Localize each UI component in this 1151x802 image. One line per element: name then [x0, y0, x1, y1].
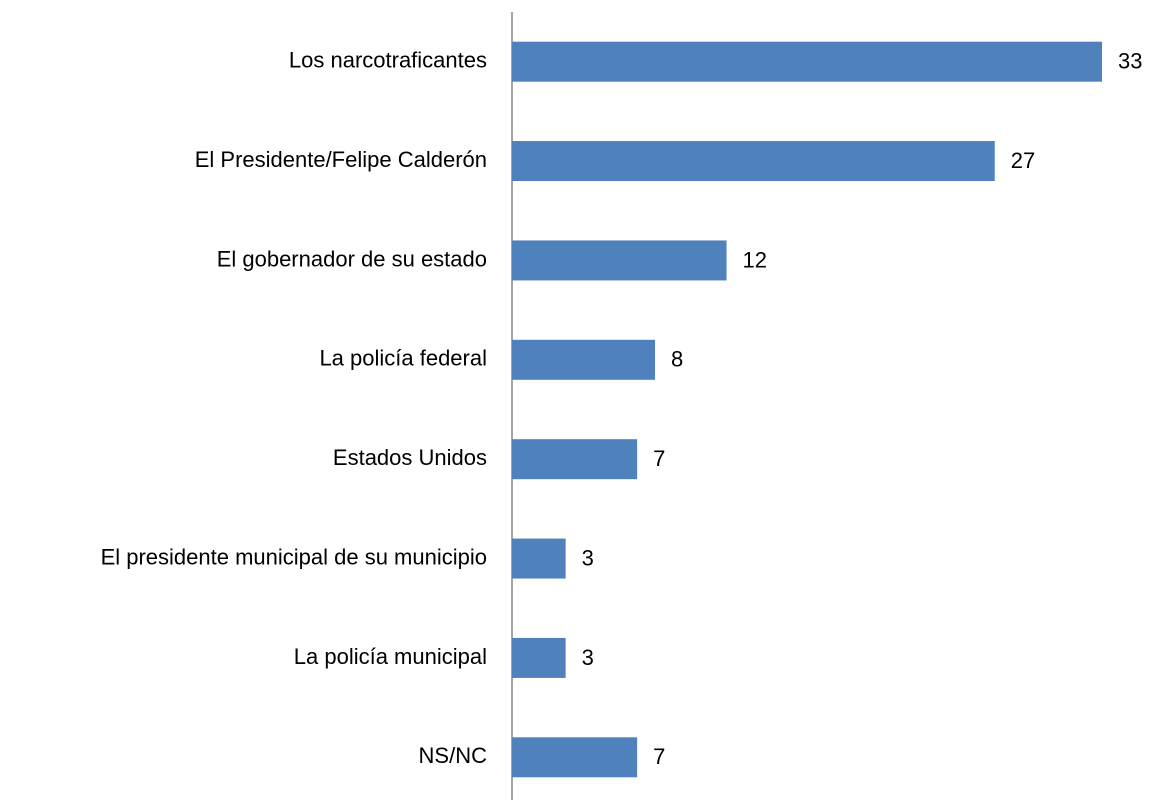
value-label: 3	[582, 645, 594, 670]
value-label: 3	[582, 545, 594, 570]
bar	[512, 339, 656, 380]
value-label: 8	[671, 347, 683, 372]
category-label: El presidente municipal de su municipio	[101, 544, 487, 569]
category-label: El gobernador de su estado	[217, 246, 487, 271]
value-label: 12	[743, 247, 767, 272]
category-label: La policía federal	[319, 346, 487, 371]
bar	[512, 240, 727, 281]
bar	[512, 737, 638, 778]
category-label: Estados Unidos	[333, 445, 487, 470]
bar	[512, 538, 566, 579]
value-label: 7	[653, 446, 665, 471]
category-label: Los narcotraficantes	[289, 48, 487, 73]
bar	[512, 439, 638, 480]
category-label: El Presidente/Felipe Calderón	[195, 147, 487, 172]
category-label: La policía municipal	[294, 644, 487, 669]
value-label: 27	[1011, 148, 1035, 173]
value-label: 7	[653, 744, 665, 769]
category-label: NS/NC	[419, 743, 488, 768]
value-label: 33	[1118, 49, 1142, 74]
bar	[512, 41, 1102, 82]
bar	[512, 141, 995, 182]
bar	[512, 637, 566, 678]
